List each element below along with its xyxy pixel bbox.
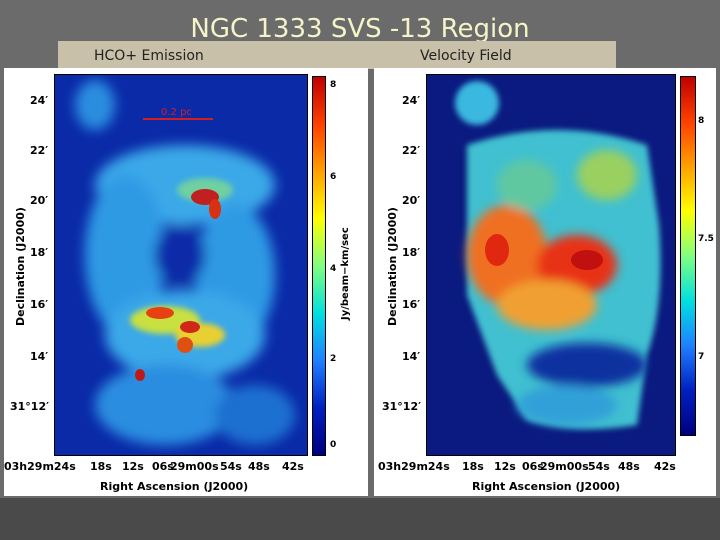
colorbar-tick: 0 (330, 440, 337, 450)
ra-tick: 06s (522, 460, 544, 473)
dec-tick: 31°12′ (382, 400, 422, 413)
right-panel-label: Velocity Field (420, 48, 512, 64)
dec-tick: 20′ (30, 194, 49, 207)
dec-tick: 24′ (30, 94, 49, 107)
ra-tick: 18s (90, 460, 112, 473)
dec-tick: 22′ (402, 144, 421, 157)
velocity-field-map (426, 74, 676, 456)
scale-bar-label: 0.2 pc (161, 107, 192, 118)
right-ylabel: Declination (J2000) (386, 207, 399, 326)
left-xlabel: Right Ascension (J2000) (100, 480, 249, 493)
dec-tick: 31°12′ (10, 400, 50, 413)
ra-tick: 54s (220, 460, 242, 473)
ra-tick: 12s (494, 460, 516, 473)
hco-emission-figure: 0.2 pc 24′ 22′ 20′ 18′ 16′ 14′ 31°12′ De… (4, 68, 368, 496)
dec-tick: 16′ (30, 298, 49, 311)
left-panel-label: HCO+ Emission (94, 48, 204, 64)
ra-tick: 42s (282, 460, 304, 473)
hco-emission-map: 0.2 pc (54, 74, 308, 456)
dec-tick: 18′ (402, 246, 421, 259)
colorbar-tick: 8 (330, 80, 337, 90)
ra-tick: 06s (152, 460, 174, 473)
right-label-bar: Velocity Field (368, 41, 616, 69)
dec-tick: 18′ (30, 246, 49, 259)
ra-tick: 48s (618, 460, 640, 473)
ra-tick: 54s (588, 460, 610, 473)
ra-tick: 03h29m24s (4, 460, 76, 473)
left-ylabel: Declination (J2000) (14, 207, 27, 326)
colorbar-tick: 7 (698, 352, 705, 362)
dec-tick: 20′ (402, 194, 421, 207)
ra-tick: 18s (462, 460, 484, 473)
dec-tick: 24′ (402, 94, 421, 107)
ra-tick: 29m00s (170, 460, 219, 473)
left-colorbar (312, 76, 326, 456)
dec-tick: 14′ (402, 350, 421, 363)
velocity-field-image (427, 75, 675, 455)
slide-title: NGC 1333 SVS -13 Region (190, 14, 530, 44)
ra-tick: 03h29m24s (378, 460, 450, 473)
colorbar-tick: 2 (330, 354, 337, 364)
hco-emission-image: 0.2 pc (55, 75, 307, 455)
colorbar-tick: 7.5 (698, 234, 714, 244)
ra-tick: 29m00s (540, 460, 589, 473)
left-label-bar: HCO+ Emission (58, 41, 368, 69)
dec-tick: 16′ (402, 298, 421, 311)
dec-tick: 22′ (30, 144, 49, 157)
colorbar-tick: 8 (698, 116, 705, 126)
right-colorbar (680, 76, 696, 436)
ra-tick: 42s (654, 460, 676, 473)
footer-band (0, 498, 720, 540)
right-xlabel: Right Ascension (J2000) (472, 480, 621, 493)
dec-tick: 14′ (30, 350, 49, 363)
colorbar-tick: 4 (330, 264, 337, 274)
colorbar-label: Jy/beam−km/sec (340, 227, 351, 320)
ra-tick: 48s (248, 460, 270, 473)
ra-tick: 12s (122, 460, 144, 473)
colorbar-tick: 6 (330, 172, 337, 182)
velocity-field-figure: 24′ 22′ 20′ 18′ 16′ 14′ 31°12′ Declinati… (374, 68, 716, 496)
